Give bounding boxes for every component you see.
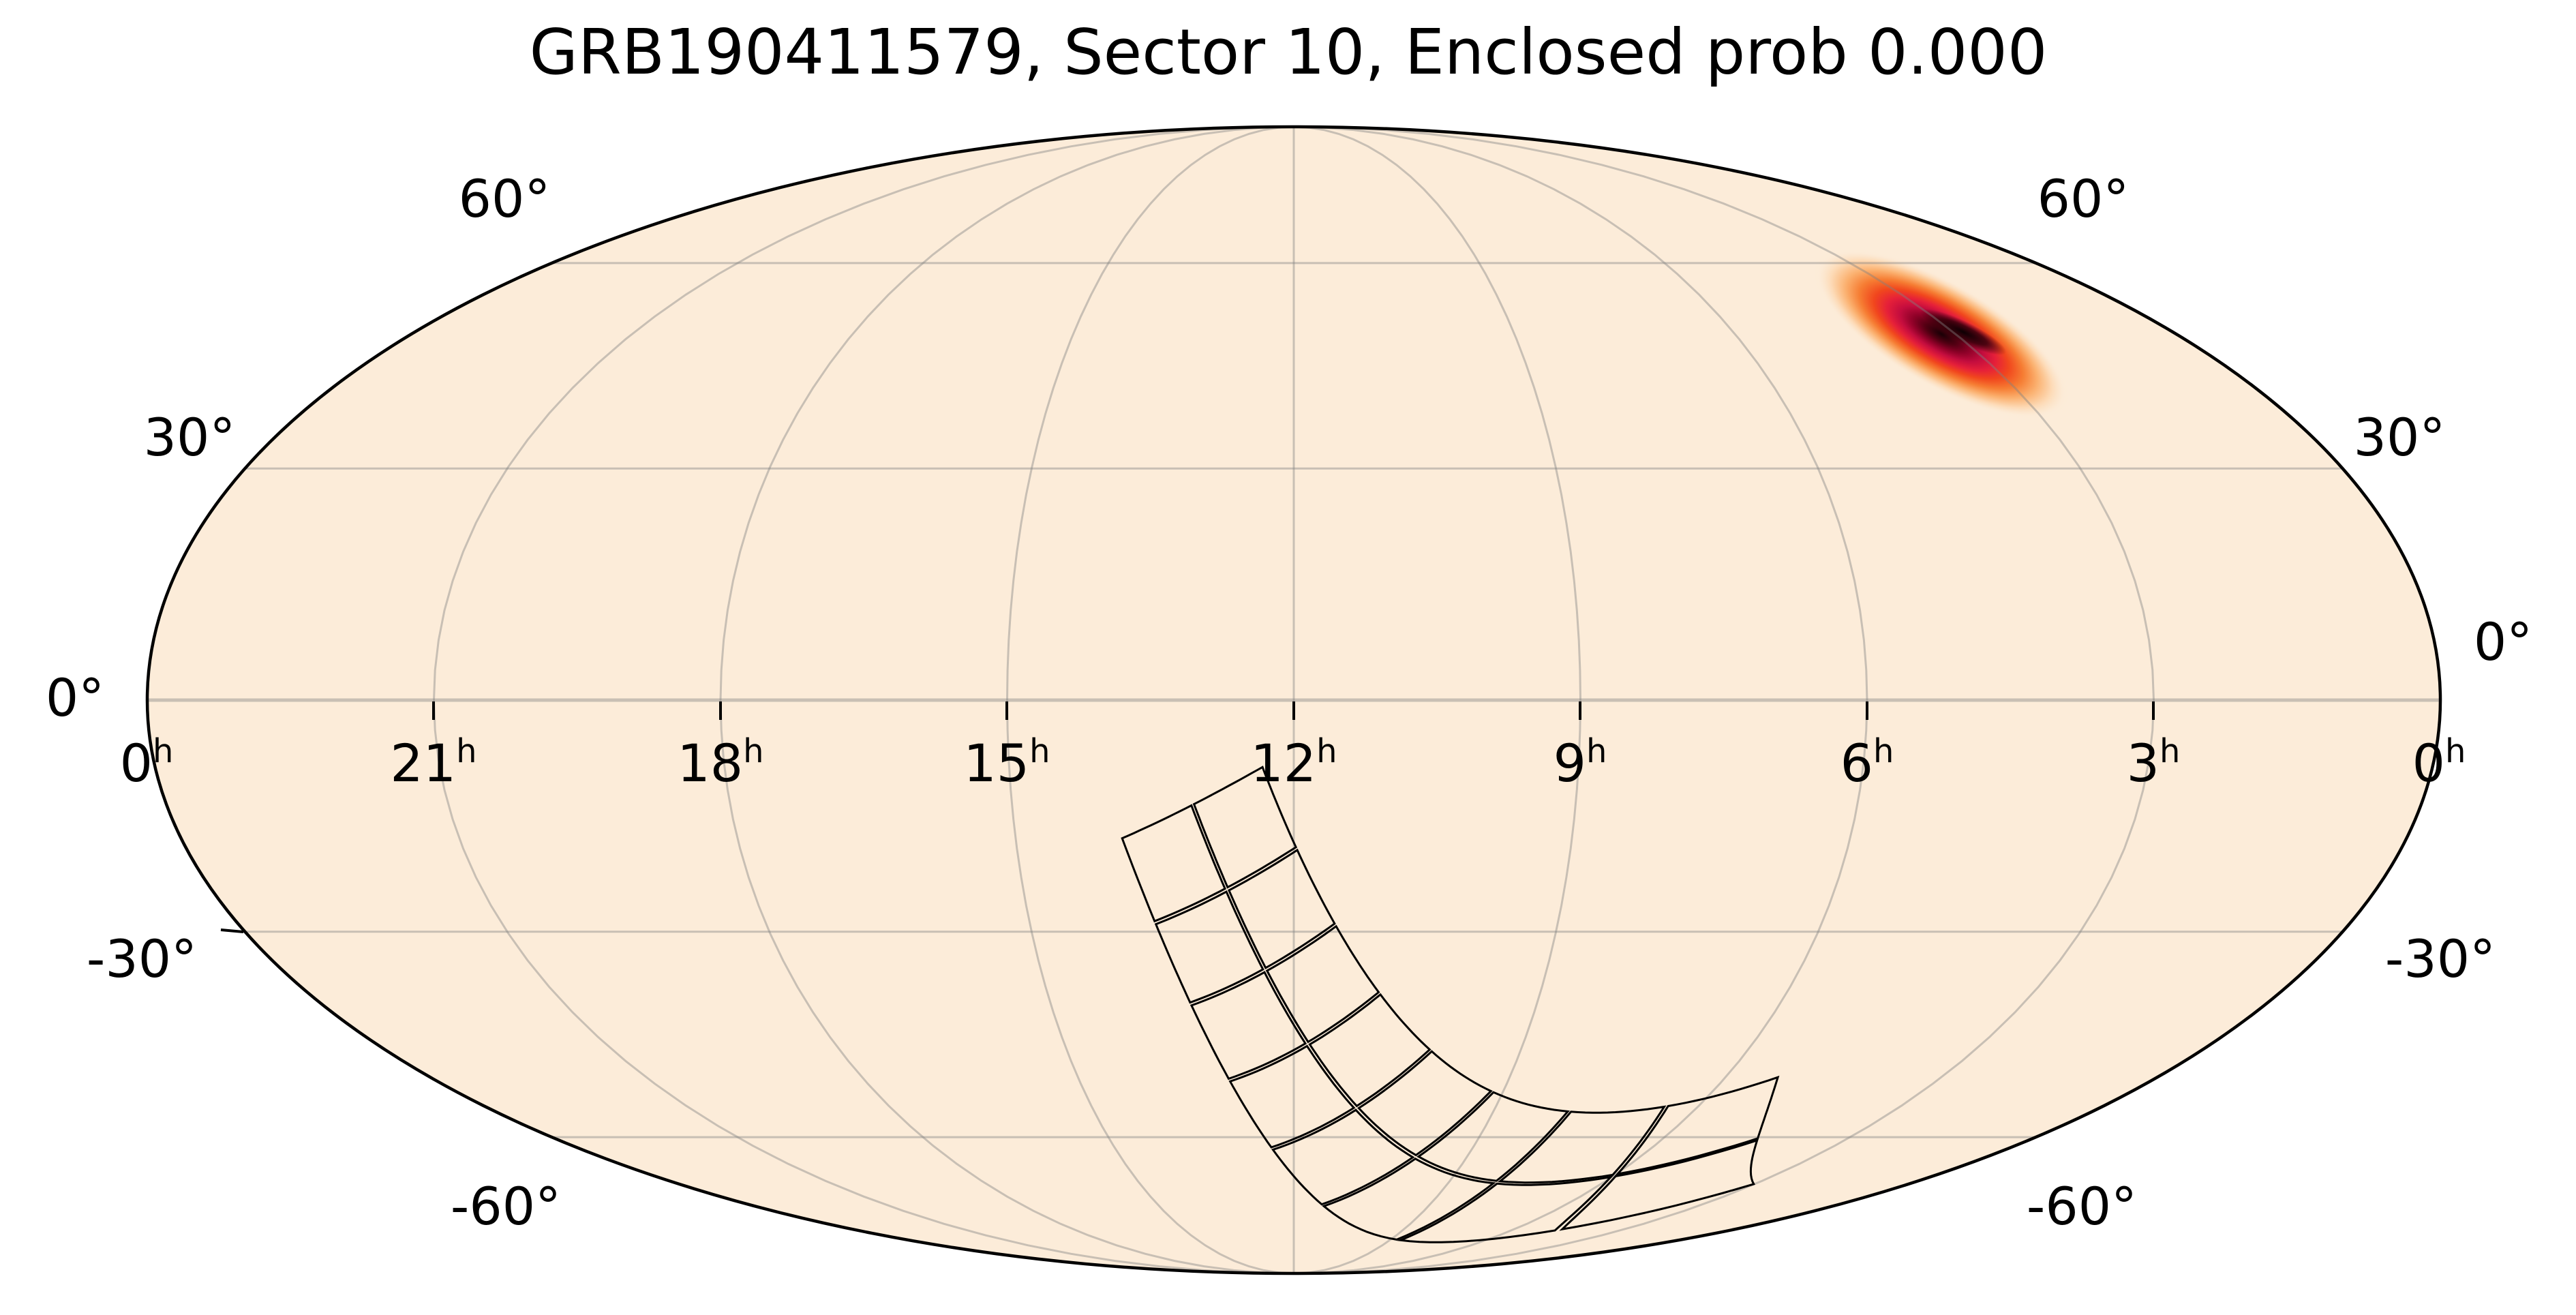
tess-ccd-cam2-00 (1189, 971, 1307, 1080)
tick-layer (220, 701, 2155, 933)
sky-background (147, 127, 2440, 1273)
ra-unit-sup: h (153, 732, 173, 770)
tess-ccd-cam1-00 (1121, 804, 1227, 923)
probability-blob-layer (1811, 247, 2072, 421)
map-background-layer (147, 127, 2440, 1273)
tess-ccd-cam1-01 (1192, 766, 1298, 889)
tess-ccd-cam3-11 (1416, 1091, 1570, 1182)
dec-label-left-60: 60° (459, 168, 551, 229)
meridian-6h (1293, 125, 1868, 1275)
tess-ccd-cam4-11 (1615, 1075, 1780, 1176)
tess-ccd-cam2-10 (1228, 1044, 1356, 1149)
ra-label-21h: 21h (390, 732, 476, 793)
meridian-21h (432, 125, 1294, 1275)
meridian-3h (1293, 125, 2155, 1275)
dec-label-right--60: -60° (2027, 1176, 2137, 1237)
ra-label-18h: 18h (677, 732, 763, 793)
ra-unit-sup: h (1316, 732, 1337, 770)
tess-footprint-layer (1121, 766, 1780, 1243)
dec-label-right-60: 60° (2037, 168, 2130, 229)
dec-label-right--30: -30° (2385, 928, 2496, 989)
ra-unit-sup: h (2160, 732, 2180, 770)
ra-unit-sup: h (2445, 732, 2466, 770)
ra-unit-sup: h (1873, 732, 1894, 770)
ra-unit-sup: h (1586, 732, 1607, 770)
ra-label-0h: 0h (2412, 732, 2466, 793)
dec-tick-left--30 (220, 928, 244, 933)
dec-label-right-30: 30° (2354, 407, 2446, 468)
map-outline-layer (145, 125, 2442, 1275)
meridian-18h (719, 125, 1294, 1275)
axis-label-layer: 0h 21h 18h 15h 12h 9h 6h 3h 0h60°30°0°-30°-60°60… (46, 168, 2532, 1237)
ra-unit-sup: h (1029, 732, 1050, 770)
tess-ccd-cam1-11 (1227, 848, 1336, 969)
dec-label-left-30: 30° (144, 407, 236, 468)
graticule-layer (147, 125, 2440, 1275)
tess-ccd-cam4-10 (1559, 1138, 1759, 1231)
ra-unit-sup: h (456, 732, 476, 770)
dec-label-right-0: 0° (2474, 611, 2532, 672)
dec-label-left--60: -60° (451, 1176, 561, 1237)
probability-blob-core (1920, 309, 2007, 355)
tess-ccd-cam2-11 (1308, 993, 1431, 1108)
tess-ccd-cam1-10 (1154, 890, 1264, 1004)
plot-title: GRB190411579, Sector 10, Enclosed prob 0… (530, 16, 2048, 89)
dec-label-left--30: -30° (87, 928, 197, 989)
dec-label-left-0: 0° (46, 667, 104, 728)
tess-ccd-cam4-01 (1497, 1105, 1667, 1184)
sky-outline (145, 125, 2442, 1275)
tess-ccd-cam4-00 (1397, 1175, 1613, 1243)
tess-ccd-cam3-01 (1357, 1050, 1493, 1157)
tess-ccd-cam3-00 (1271, 1108, 1415, 1206)
tess-ccd-cam2-01 (1265, 924, 1380, 1044)
probability-blob (1811, 247, 2072, 421)
meridian-15h (1005, 125, 1294, 1275)
meridian-9h (1293, 125, 1582, 1275)
tess-ccd-cam3-10 (1322, 1158, 1496, 1241)
ra-unit-sup: h (743, 732, 763, 770)
